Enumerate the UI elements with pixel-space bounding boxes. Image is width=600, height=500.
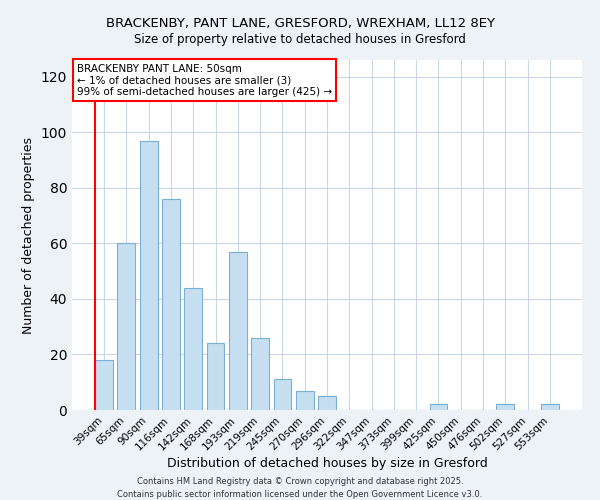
Text: Contains public sector information licensed under the Open Government Licence v3: Contains public sector information licen…	[118, 490, 482, 499]
Bar	[95, 360, 113, 410]
Bar	[162, 199, 180, 410]
Text: BRACKENBY, PANT LANE, GRESFORD, WREXHAM, LL12 8EY: BRACKENBY, PANT LANE, GRESFORD, WREXHAM,…	[106, 18, 494, 30]
Text: BRACKENBY PANT LANE: 50sqm
← 1% of detached houses are smaller (3)
99% of semi-d: BRACKENBY PANT LANE: 50sqm ← 1% of detac…	[77, 64, 332, 96]
Bar	[430, 404, 448, 410]
Text: Contains HM Land Registry data © Crown copyright and database right 2025.: Contains HM Land Registry data © Crown c…	[137, 478, 463, 486]
X-axis label: Distribution of detached houses by size in Gresford: Distribution of detached houses by size …	[167, 458, 487, 470]
Bar	[496, 404, 514, 410]
Bar	[274, 380, 292, 410]
Bar	[296, 390, 314, 410]
Y-axis label: Number of detached properties: Number of detached properties	[22, 136, 35, 334]
Bar	[229, 252, 247, 410]
Bar	[318, 396, 336, 410]
Text: Size of property relative to detached houses in Gresford: Size of property relative to detached ho…	[134, 32, 466, 46]
Bar	[118, 244, 136, 410]
Bar	[140, 140, 158, 410]
Bar	[206, 344, 224, 410]
Bar	[541, 404, 559, 410]
Bar	[184, 288, 202, 410]
Bar	[251, 338, 269, 410]
